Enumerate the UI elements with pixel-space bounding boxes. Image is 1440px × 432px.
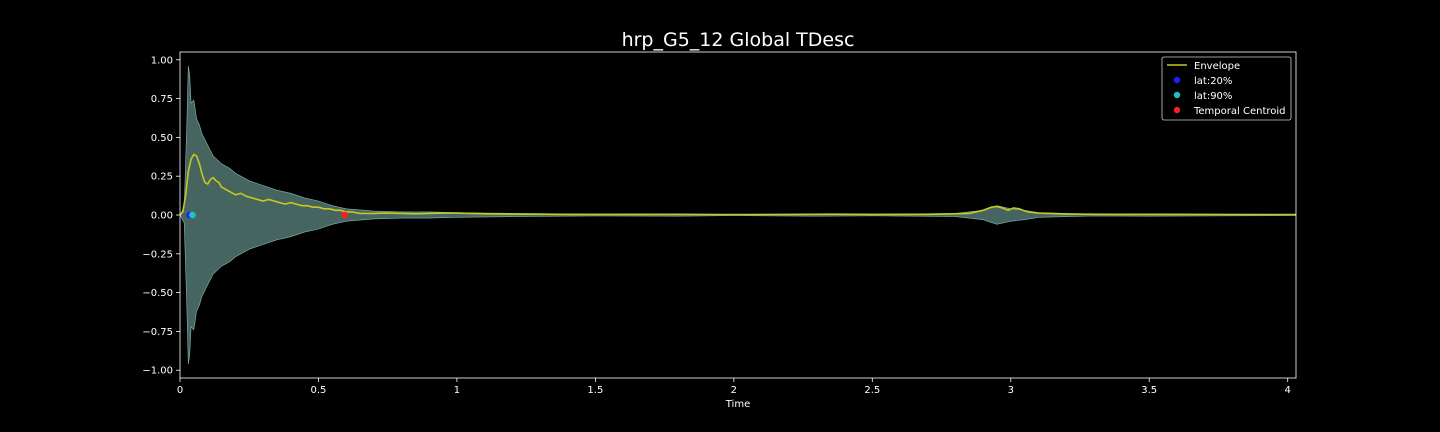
temporal-centroid-marker xyxy=(341,211,349,219)
legend-label-envelope: Envelope xyxy=(1194,61,1240,72)
x-axis-label: Time xyxy=(725,399,750,410)
chart-title: hrp_G5_12 Global TDesc xyxy=(622,29,855,51)
x-tick-label: 1 xyxy=(454,385,460,396)
y-tick-label: 0.50 xyxy=(151,133,173,144)
legend-box xyxy=(1161,56,1292,121)
x-tick-label: 4 xyxy=(1285,385,1291,396)
x-tick-label: 2 xyxy=(731,385,737,396)
y-axis: 1.00 0.75 0.50 0.25 0.00 −0.25 −0.50 −0.75 −1.00 xyxy=(142,55,180,377)
x-tick-label: 3.5 xyxy=(1141,385,1157,396)
legend-lat90-swatch xyxy=(1173,91,1181,99)
y-tick-label: 0.25 xyxy=(151,172,173,183)
x-tick-label: 1.5 xyxy=(587,385,603,396)
legend-label-lat20: lat:20% xyxy=(1194,76,1232,87)
legend: Envelope lat:20% lat:90% Temporal Centro… xyxy=(1161,56,1292,121)
x-tick-label: 0 xyxy=(177,385,183,396)
y-tick-label: −1.00 xyxy=(142,366,173,377)
y-tick-label: 0.75 xyxy=(151,94,173,105)
legend-label-centroid: Temporal Centroid xyxy=(1193,106,1286,117)
lat90-marker xyxy=(189,211,196,219)
envelope-line xyxy=(179,153,1296,216)
y-tick-label: −0.50 xyxy=(142,288,173,299)
legend-label-lat90: lat:90% xyxy=(1194,91,1232,102)
y-tick-label: 0.00 xyxy=(151,211,173,222)
y-tick-label: 1.00 xyxy=(151,55,173,66)
legend-centroid-swatch xyxy=(1173,106,1181,114)
x-axis: 0 0.5 1 1.5 2 2.5 3 3.5 4 xyxy=(177,378,1291,396)
x-tick-label: 0.5 xyxy=(311,385,327,396)
y-tick-label: −0.75 xyxy=(142,327,173,338)
y-tick-label: −0.25 xyxy=(142,249,173,260)
legend-lat20-swatch xyxy=(1173,76,1181,84)
x-tick-label: 3 xyxy=(1008,385,1014,396)
x-tick-label: 2.5 xyxy=(864,385,880,396)
